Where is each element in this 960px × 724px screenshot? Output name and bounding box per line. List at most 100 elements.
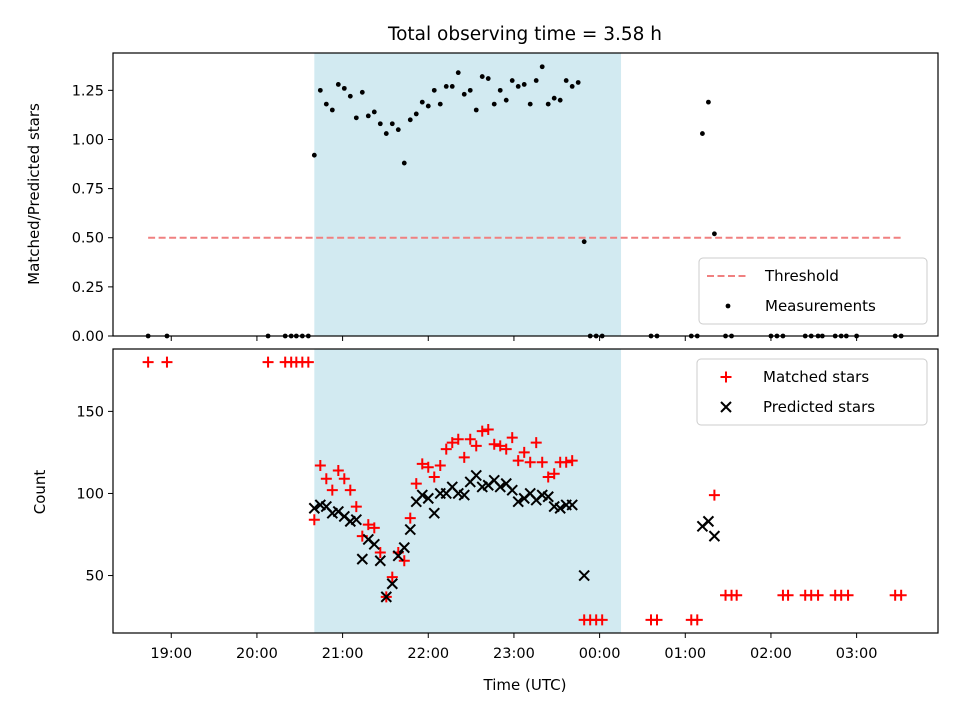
legend-box xyxy=(698,257,928,325)
predicted-star-point xyxy=(494,481,506,493)
measurement-point xyxy=(485,76,491,81)
measurement-point xyxy=(706,99,711,105)
matched-star-point xyxy=(398,555,410,567)
measurement-point xyxy=(377,121,383,127)
matched-star-point xyxy=(596,614,608,626)
predicted-star-point xyxy=(702,515,715,528)
top-plot-frame xyxy=(112,52,939,337)
matched-star-point xyxy=(422,461,434,473)
predicted-star-point xyxy=(708,530,721,542)
bottom-legend: Matched stars Predicted stars xyxy=(696,358,928,426)
predicted-star-point xyxy=(422,492,434,505)
measurement-point xyxy=(329,107,335,113)
legend-entry-label: Measurements xyxy=(765,297,876,315)
legend-predicted-swatch xyxy=(720,401,732,413)
measurement-point xyxy=(473,107,479,113)
top-observing-interval-shade xyxy=(314,53,622,336)
matched-star-point xyxy=(404,512,416,524)
matched-star-point xyxy=(500,443,512,455)
measurement-point xyxy=(557,97,563,103)
measurement-point xyxy=(515,84,521,89)
measurement-point xyxy=(395,127,401,133)
matched-star-point xyxy=(494,440,506,452)
measurement-point xyxy=(425,103,431,109)
matched-star-point xyxy=(440,443,452,455)
bottom-y-tick-label: 100 xyxy=(76,486,104,502)
measurement-point xyxy=(359,89,365,95)
matched-star-point xyxy=(320,473,332,485)
measurement-point xyxy=(335,82,341,87)
measurement-point xyxy=(509,78,515,83)
measurement-point xyxy=(467,87,473,93)
measurement-point xyxy=(341,85,347,91)
legend-measurement-swatch xyxy=(725,303,731,309)
top-y-tick-label: 0.50 xyxy=(72,231,104,247)
legend-entry-label: Matched stars xyxy=(763,368,869,386)
matched-star-point xyxy=(326,484,338,496)
x-tick-label: 03:00 xyxy=(836,646,878,662)
bottom-series-matched-stars xyxy=(142,356,907,626)
predicted-star-point xyxy=(398,541,410,554)
bottom-y-tick-label: 150 xyxy=(76,404,104,420)
predicted-star-point xyxy=(428,507,440,519)
matched-star-point xyxy=(842,589,854,601)
matched-star-point xyxy=(428,471,440,483)
x-tick-label: 22:00 xyxy=(407,646,449,662)
predicted-star-point xyxy=(308,502,321,514)
matched-star-point xyxy=(895,589,907,601)
matched-star-point xyxy=(566,455,578,467)
measurement-point xyxy=(545,101,551,107)
measurement-point xyxy=(455,70,461,76)
matched-star-point xyxy=(386,571,398,583)
predicted-star-point xyxy=(350,514,363,526)
measurement-point xyxy=(353,115,359,121)
matched-star-point xyxy=(731,589,743,601)
measurement-point xyxy=(563,78,569,83)
predicted-star-point xyxy=(356,553,369,565)
measurement-point xyxy=(317,87,323,93)
measurement-point xyxy=(449,84,455,89)
matched-star-point xyxy=(548,468,560,480)
measurement-point xyxy=(581,239,587,245)
x-tick-label: 00:00 xyxy=(579,646,621,662)
measurement-point xyxy=(371,109,377,115)
predicted-star-point xyxy=(554,502,566,514)
matched-star-point xyxy=(691,614,703,626)
matched-star-point xyxy=(542,471,554,483)
predicted-star-point xyxy=(506,484,518,496)
measurement-point xyxy=(431,87,437,93)
matched-star-point xyxy=(464,433,476,445)
measurement-point xyxy=(521,82,527,87)
x-tick-label: 21:00 xyxy=(322,646,364,662)
x-tick-label: 02:00 xyxy=(750,646,792,662)
matched-star-point xyxy=(651,614,663,626)
measurement-point xyxy=(527,101,533,107)
matched-star-point xyxy=(476,425,488,437)
matched-star-point xyxy=(812,589,824,601)
matched-star-point xyxy=(512,455,524,467)
measurement-point xyxy=(491,101,497,107)
matched-star-point xyxy=(262,356,274,368)
bottom-y-tick-label: 50 xyxy=(86,569,104,585)
measurement-point xyxy=(497,87,503,93)
predicted-star-point xyxy=(512,495,524,508)
measurement-point xyxy=(413,111,419,117)
x-axis-label: Time (UTC) xyxy=(483,676,567,694)
top-y-tick-label: 0.25 xyxy=(72,280,104,296)
matched-star-point xyxy=(452,433,464,445)
measurement-point xyxy=(419,99,425,105)
matched-star-point xyxy=(374,547,386,559)
measurement-point xyxy=(551,95,557,101)
measurement-point xyxy=(401,160,407,166)
matched-star-point xyxy=(332,464,344,476)
measurement-point xyxy=(479,74,485,79)
matched-star-point xyxy=(458,451,470,463)
measurement-point xyxy=(407,117,413,123)
measurement-point xyxy=(311,152,317,158)
matched-star-point xyxy=(338,473,350,485)
matched-star-point xyxy=(434,460,446,472)
measurement-point xyxy=(569,84,575,89)
matched-star-point xyxy=(362,519,374,531)
matched-star-point xyxy=(344,484,356,496)
